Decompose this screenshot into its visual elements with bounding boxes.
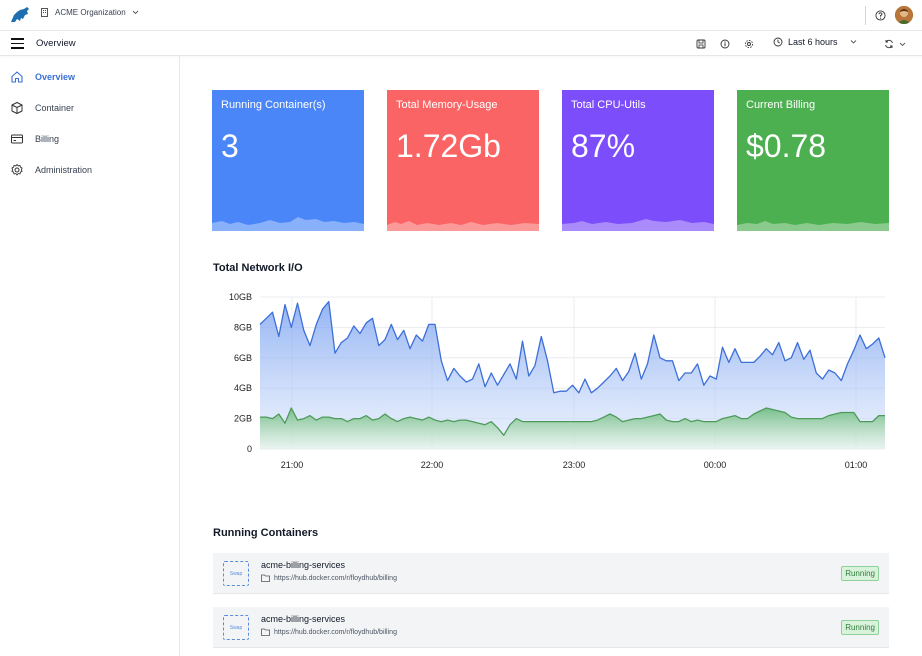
sidebar-item-label: Overview: [35, 72, 76, 82]
sidebar-item-administration[interactable]: Administration: [10, 163, 92, 177]
card-value: $0.78: [746, 128, 827, 164]
swap-placeholder[interactable]: Swap: [223, 561, 249, 586]
top-divider: [865, 6, 866, 25]
chevron-down-icon: [132, 10, 139, 15]
time-range-label: Last 6 hours: [788, 37, 838, 47]
running-containers-title: Running Containers: [213, 527, 319, 539]
container-name: acme-billing-services: [261, 614, 346, 624]
x-tick-label: 01:00: [845, 460, 868, 470]
series-area-2: [260, 408, 885, 449]
y-tick-label: 4GB: [234, 383, 252, 393]
y-tick-label: 6GB: [234, 353, 252, 363]
sidebar-item-billing[interactable]: Billing: [10, 132, 59, 146]
container-url-text: https://hub.docker.com/r/floydhub/billin…: [274, 574, 397, 582]
current-billing-card[interactable]: Current Billing $0.78: [737, 90, 889, 231]
status-badge: Running: [841, 620, 879, 635]
sidebar-item-label: Billing: [35, 134, 60, 144]
x-tick-label: 23:00: [563, 460, 586, 470]
list-item[interactable]: Swap acme-billing-services https://hub.d…: [213, 553, 889, 594]
refresh-button[interactable]: [884, 39, 906, 49]
sidebar-item-container[interactable]: Container: [10, 101, 74, 115]
org-name: ACME Organization: [55, 8, 126, 17]
sidebar-item-label: Container: [35, 103, 75, 113]
series-line-1: [259, 300, 886, 394]
toolbar: Overview Last 6 hours: [0, 31, 922, 56]
clock-icon: [773, 37, 783, 47]
help-icon[interactable]: [875, 10, 886, 21]
card-sparkline: [212, 217, 364, 231]
container-url: https://hub.docker.com/r/floydhub/billin…: [261, 628, 397, 636]
x-tick-label: 00:00: [704, 460, 727, 470]
y-tick-label: 2GB: [234, 414, 252, 424]
save-icon[interactable]: [696, 39, 706, 49]
memory-usage-card[interactable]: Total Memory-Usage 1.72Gb: [387, 90, 539, 231]
sidebar-item-overview[interactable]: Overview: [10, 70, 75, 84]
y-tick-label: 0: [247, 444, 252, 454]
series-line-2: [260, 407, 885, 436]
card-sparkline: [387, 221, 539, 231]
info-icon[interactable]: [720, 39, 730, 49]
card-title: Current Billing: [746, 99, 816, 111]
settings-icon[interactable]: [744, 39, 754, 49]
y-tick-label: 8GB: [234, 322, 252, 332]
running-containers-card[interactable]: Running Container(s) 3: [212, 90, 364, 231]
avatar[interactable]: [895, 6, 913, 24]
card-sparkline: [737, 221, 889, 231]
page-title: Overview: [36, 38, 76, 49]
swap-placeholder[interactable]: Swap: [223, 615, 249, 640]
network-chart-title: Total Network I/O: [213, 262, 303, 274]
card-sparkline: [562, 219, 714, 231]
folder-icon: [261, 628, 270, 636]
sidebar-item-label: Administration: [35, 165, 93, 175]
chevron-down-icon: [850, 40, 856, 44]
chevron-down-icon: [899, 42, 906, 46]
list-item[interactable]: Swap acme-billing-services https://hub.d…: [213, 607, 889, 648]
folder-icon: [261, 574, 270, 582]
home-icon: [11, 71, 23, 83]
org-switcher[interactable]: ACME Organization: [40, 8, 139, 17]
y-tick-label: 10GB: [229, 292, 252, 302]
container-url: https://hub.docker.com/r/floydhub/billin…: [261, 574, 397, 582]
card-value: 1.72Gb: [396, 128, 501, 164]
app-logo-icon[interactable]: [9, 5, 31, 25]
status-badge: Running: [841, 566, 879, 581]
building-icon: [41, 8, 48, 17]
card-title: Total Memory-Usage: [396, 99, 498, 111]
credit-card-icon: [11, 134, 23, 144]
series-area-1: [260, 301, 885, 449]
card-value: 3: [221, 128, 239, 164]
refresh-icon: [885, 39, 893, 49]
cpu-utils-card[interactable]: Total CPU-Utils 87%: [562, 90, 714, 231]
card-title: Running Container(s): [221, 99, 326, 111]
card-title: Total CPU-Utils: [571, 99, 646, 111]
container-name: acme-billing-services: [261, 560, 346, 570]
network-io-chart[interactable]: 10GB 8GB 6GB 4GB 2GB 0 21:00 22:00 23:00 00:00 01…: [212, 285, 902, 475]
sidebar: Overview Container Billing Administratio…: [0, 56, 180, 656]
gear-icon: [11, 164, 23, 176]
top-bar: ACME Organization: [0, 0, 922, 31]
time-range-picker[interactable]: Last 6 hours: [773, 37, 857, 47]
x-tick-label: 22:00: [421, 460, 444, 470]
container-url-text: https://hub.docker.com/r/floydhub/billin…: [274, 628, 397, 636]
card-value: 87%: [571, 128, 636, 164]
menu-icon[interactable]: [11, 38, 24, 49]
box-icon: [11, 102, 23, 114]
x-tick-label: 21:00: [281, 460, 304, 470]
